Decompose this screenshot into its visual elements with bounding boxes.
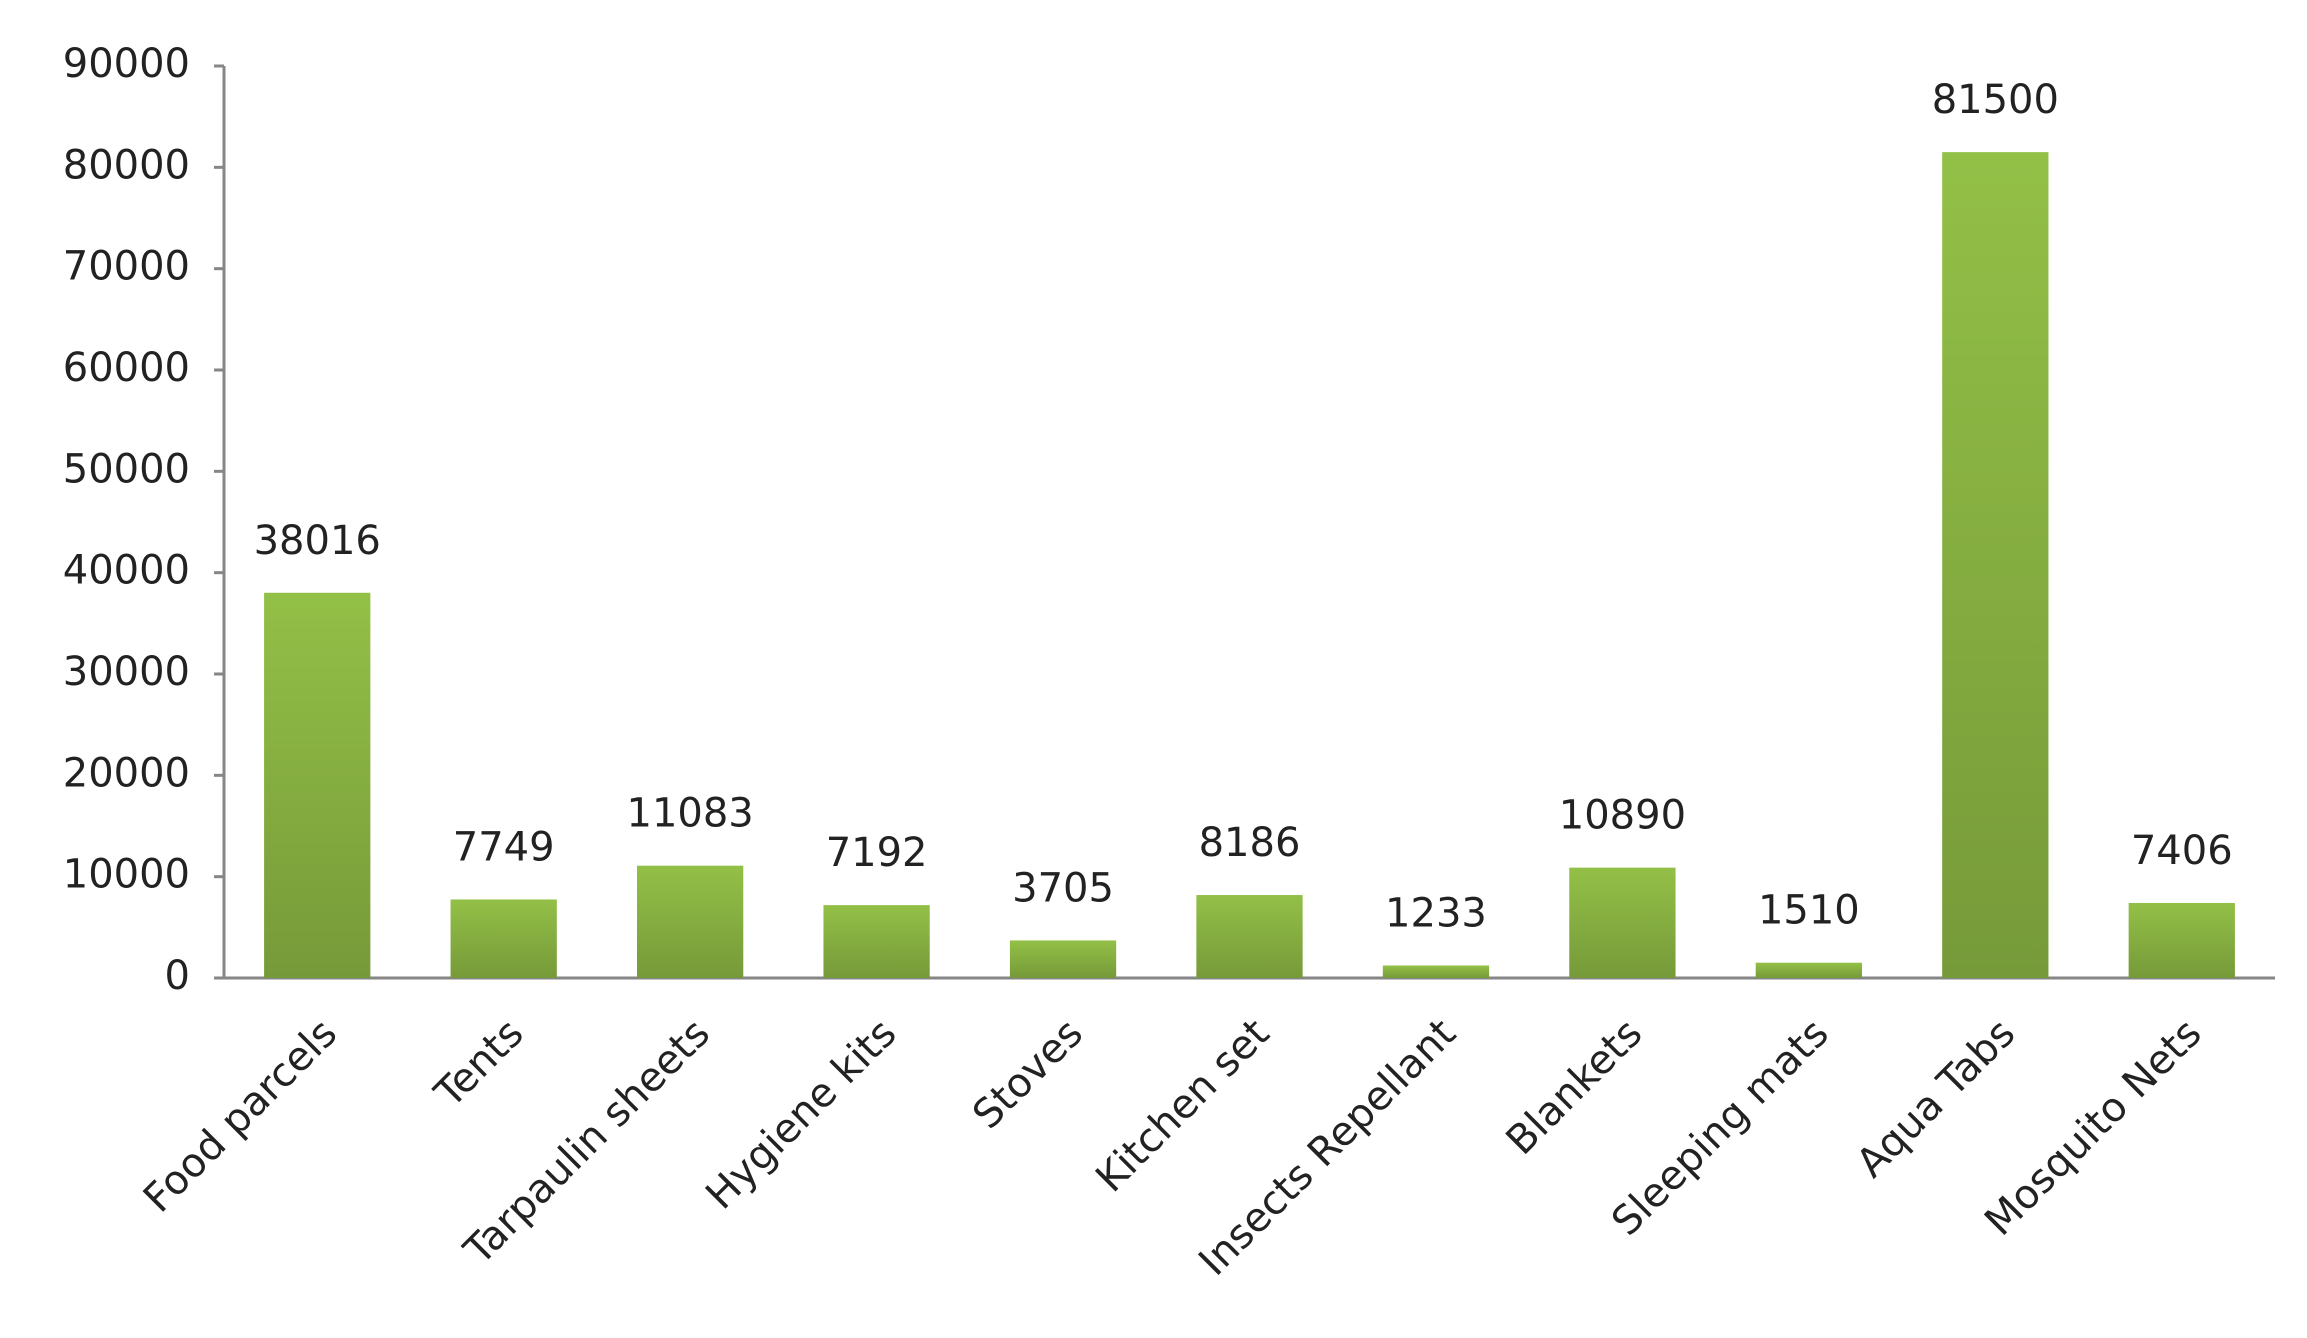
x-tick-label: Blankets (1498, 1010, 1652, 1164)
y-tick-label: 0 (165, 953, 190, 999)
bar (1942, 152, 2049, 979)
bar (2128, 902, 2235, 978)
value-label: 7749 (453, 824, 555, 870)
bar (823, 905, 930, 978)
x-tick-label: Food parcels (135, 1010, 346, 1221)
value-label: 7192 (826, 830, 928, 876)
y-tick-label: 20000 (63, 750, 190, 796)
y-tick-label: 80000 (63, 142, 190, 188)
value-label: 81500 (1932, 77, 2059, 123)
x-tick-label: Hygiene kits (697, 1010, 905, 1218)
value-label: 8186 (1199, 820, 1301, 866)
x-tick-label: Kitchen set (1087, 1010, 1278, 1201)
bar (1569, 867, 1676, 978)
value-label: 38016 (254, 518, 381, 564)
value-label: 1233 (1385, 891, 1487, 937)
y-tick-label: 60000 (63, 345, 190, 391)
value-label: 11083 (627, 791, 754, 837)
bar (450, 899, 557, 978)
bar (636, 865, 744, 978)
x-tick-label: Stoves (964, 1010, 1092, 1138)
bar (1382, 965, 1490, 978)
y-tick-label: 70000 (63, 244, 190, 290)
value-label: 10890 (1559, 793, 1686, 839)
value-label: 1510 (1758, 888, 1860, 934)
bar (1196, 895, 1303, 978)
x-tick-label: Aqua Tabs (1848, 1010, 2024, 1186)
y-tick-label: 90000 (63, 41, 190, 87)
x-tick-label: Tents (426, 1010, 533, 1117)
y-tick-label: 10000 (63, 852, 190, 898)
y-tick-label: 30000 (63, 649, 190, 695)
bar (264, 592, 371, 978)
bar (1009, 940, 1117, 978)
y-tick-label: 40000 (63, 548, 190, 594)
value-label: 7406 (2131, 828, 2233, 874)
value-label: 3705 (1012, 865, 1114, 911)
y-tick-label: 50000 (63, 446, 190, 492)
bar (1755, 962, 1863, 978)
